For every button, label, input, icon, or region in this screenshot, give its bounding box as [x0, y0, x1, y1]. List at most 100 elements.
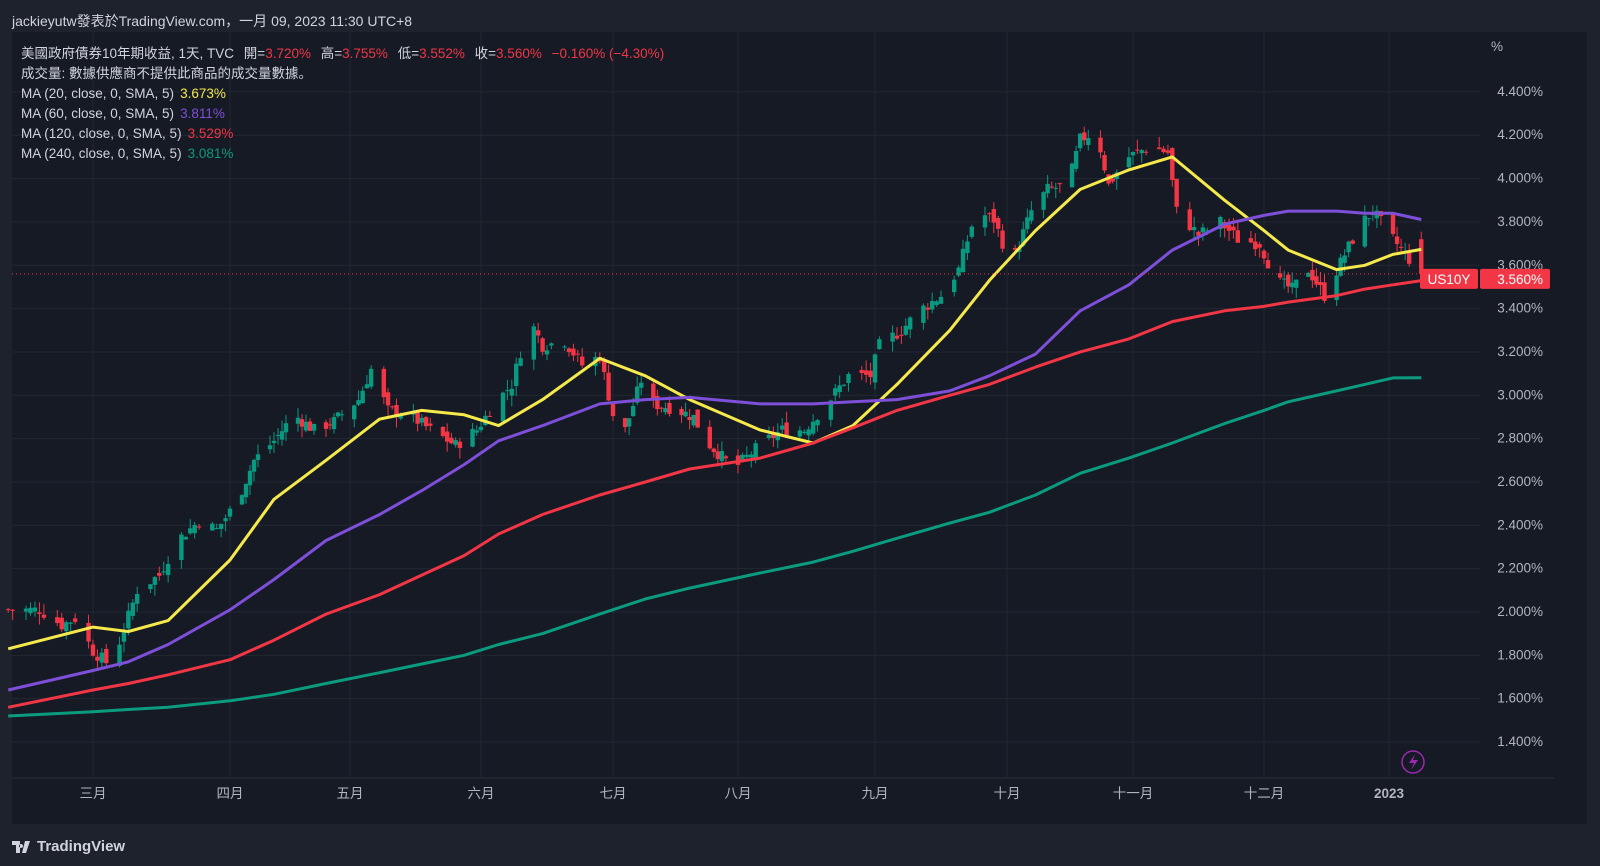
- candle-body: [639, 382, 644, 388]
- candle-body: [130, 602, 135, 616]
- candle-body: [68, 622, 73, 624]
- candle-body: [810, 421, 816, 434]
- ma120-row[interactable]: MA (120, close, 0, SMA, 5) 3.529%: [21, 124, 670, 144]
- candle-body: [1161, 148, 1166, 153]
- candle-body: [279, 431, 285, 440]
- y-tick-label: 2.600%: [1497, 474, 1543, 489]
- brand-name: TradingView: [37, 838, 126, 855]
- candle-body: [327, 424, 333, 426]
- candle-body: [610, 402, 616, 417]
- candle-body: [90, 644, 96, 656]
- high-value: 3.755%: [342, 46, 388, 61]
- candle-body: [815, 419, 820, 426]
- candle-body: [1306, 272, 1311, 277]
- candle-body: [335, 412, 341, 417]
- candle-body: [117, 644, 122, 667]
- candle-body: [687, 417, 692, 420]
- candle-body: [952, 279, 957, 293]
- y-tick-label: 3.400%: [1497, 301, 1543, 316]
- lightning-icon[interactable]: [1401, 750, 1425, 774]
- candle-body: [247, 470, 253, 486]
- candle-body: [210, 523, 215, 531]
- candle-body: [659, 407, 664, 409]
- candle-body: [1086, 138, 1091, 146]
- candle-body: [1218, 216, 1223, 230]
- candle-body: [630, 405, 636, 417]
- candle-body: [982, 215, 988, 228]
- candle-body: [536, 330, 541, 336]
- candle-body: [549, 343, 554, 346]
- candle-body: [1165, 150, 1171, 153]
- tradingview-logo-icon: [12, 840, 30, 853]
- candle-body: [444, 431, 450, 442]
- candle-body: [1231, 226, 1236, 231]
- y-tick-label: 2.000%: [1497, 604, 1543, 619]
- candle-body: [121, 632, 127, 642]
- candle-body: [95, 656, 100, 661]
- candle-body: [1406, 252, 1412, 264]
- candle-body: [969, 226, 974, 237]
- candle-body: [457, 441, 463, 448]
- candle-body: [1346, 241, 1351, 253]
- candle-body: [1102, 155, 1107, 171]
- candle-body: [651, 383, 656, 400]
- tradingview-logo[interactable]: TradingView: [12, 838, 125, 855]
- candle-body: [606, 372, 611, 401]
- candle-body: [890, 332, 895, 342]
- candle-body: [188, 528, 193, 534]
- candle-body: [1398, 246, 1404, 248]
- candle-body: [470, 428, 475, 447]
- candle-body: [239, 495, 245, 505]
- candle-body: [1029, 210, 1034, 221]
- symbol-tag-label: US10Y: [1428, 272, 1471, 287]
- symbol-tag: [1420, 268, 1478, 289]
- ma-value: 3.529%: [187, 126, 234, 141]
- candle-body: [283, 423, 289, 433]
- candle-body: [1261, 250, 1267, 259]
- candle-body: [667, 402, 672, 414]
- candle-body: [1200, 227, 1206, 233]
- candle-body: [846, 373, 851, 384]
- candle-body: [707, 426, 712, 449]
- candle-body: [37, 612, 42, 615]
- candle-body: [938, 296, 944, 304]
- low-value: 3.552%: [419, 46, 465, 61]
- candle-body: [381, 368, 387, 398]
- candle-body: [540, 338, 545, 352]
- candle-body: [749, 454, 754, 458]
- candle-body: [965, 241, 970, 253]
- candle-body: [223, 518, 228, 522]
- x-tick-label: 八月: [725, 786, 752, 801]
- candle-body: [723, 456, 729, 459]
- candle-body: [1310, 269, 1315, 281]
- candle-body: [1394, 236, 1400, 245]
- candle-body: [753, 443, 758, 460]
- candle-body: [509, 388, 514, 396]
- candle-body: [711, 448, 717, 453]
- ma20-row[interactable]: MA (20, close, 0, SMA, 5) 3.673%: [21, 84, 670, 104]
- candle-body: [303, 421, 309, 431]
- y-tick-label: 3.800%: [1497, 214, 1543, 229]
- candle-body: [10, 609, 15, 611]
- candle-body: [996, 218, 1001, 229]
- candle-body: [1130, 152, 1136, 156]
- candle-body: [440, 426, 446, 437]
- candle-body: [55, 617, 60, 623]
- symbol-description: 美國政府債券10年期收益, 1天, TVC: [21, 46, 235, 61]
- candle-body: [364, 384, 370, 389]
- candle-body: [1290, 282, 1295, 288]
- candle-body: [1143, 151, 1149, 153]
- candle-body: [453, 440, 458, 445]
- candle-body: [1041, 192, 1046, 210]
- y-tick-label: 4.200%: [1497, 127, 1543, 142]
- candle-body: [766, 434, 772, 438]
- candle-body: [1045, 183, 1050, 194]
- ma240-row[interactable]: MA (240, close, 0, SMA, 5) 3.081%: [21, 144, 670, 164]
- candle-body: [1135, 149, 1140, 151]
- ma60-row[interactable]: MA (60, close, 0, SMA, 5) 3.811%: [21, 104, 670, 124]
- candle-body: [267, 445, 273, 450]
- candle-body: [828, 400, 834, 420]
- ma-value: 3.673%: [180, 86, 226, 101]
- candle-body: [626, 418, 632, 427]
